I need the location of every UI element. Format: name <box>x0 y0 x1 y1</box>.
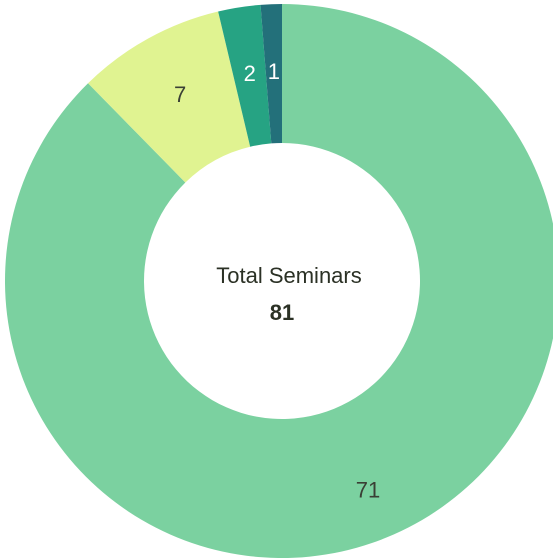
center-title: Total Seminars <box>216 263 362 288</box>
slice-label: 2 <box>244 61 256 86</box>
slices: 71 7 2 1 <box>5 4 553 558</box>
slice <box>5 4 553 558</box>
slice <box>88 11 251 183</box>
slice <box>218 4 272 147</box>
center-total: 81 <box>270 300 294 325</box>
slice-label: 7 <box>174 82 186 107</box>
slice <box>260 4 282 144</box>
slice-label: 71 <box>356 477 380 502</box>
slice-label: 1 <box>268 59 280 84</box>
